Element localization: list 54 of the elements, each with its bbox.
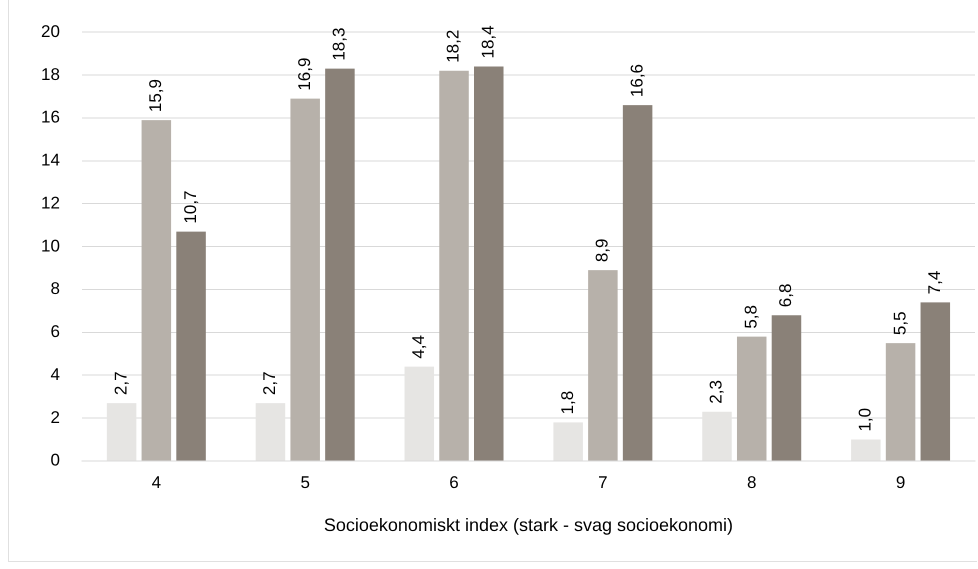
y-tick-label: 16	[40, 108, 60, 127]
data-label: 15,9	[146, 79, 166, 112]
x-tick-label: 8	[746, 472, 756, 492]
data-label: 18,2	[444, 30, 463, 63]
bar	[106, 403, 136, 460]
bar	[736, 336, 766, 460]
y-tick-label: 12	[40, 193, 60, 212]
data-label: 2,3	[706, 380, 726, 404]
data-label: 7,4	[924, 270, 944, 294]
x-tick-label: 6	[449, 472, 459, 492]
bar	[553, 422, 583, 460]
y-tick-label: 14	[40, 150, 60, 170]
bar	[772, 315, 802, 460]
y-tick-label: 10	[40, 236, 60, 256]
bar	[474, 66, 504, 460]
bar	[588, 270, 618, 460]
y-tick-label: 8	[50, 279, 60, 298]
y-tick-label: 20	[40, 22, 60, 41]
x-tick-label: 5	[300, 472, 310, 492]
bar	[851, 440, 881, 460]
bar	[290, 98, 320, 460]
data-label: 18,3	[330, 28, 349, 61]
x-axis-title: Socioekonomiskt index (stark - svag socioekonomi)	[324, 515, 734, 536]
y-tick-label: 2	[50, 408, 60, 427]
bar	[886, 343, 916, 460]
data-label: 1,0	[856, 408, 875, 432]
x-tick-label: 7	[598, 472, 608, 492]
x-tick-label: 4	[152, 472, 162, 492]
data-label: 10,7	[180, 190, 200, 224]
data-label: 2,7	[260, 371, 280, 396]
data-label: 2,7	[111, 371, 130, 396]
bar	[439, 70, 469, 460]
data-label: 18,4	[478, 25, 498, 59]
data-label: 8,9	[592, 238, 612, 262]
data-label: 6,8	[776, 284, 796, 308]
data-label: 4,4	[408, 335, 428, 359]
bar	[622, 105, 652, 460]
bar	[702, 412, 732, 460]
y-tick-label: 0	[50, 450, 60, 470]
data-label: 16,6	[627, 64, 646, 98]
bar	[920, 302, 950, 460]
data-label: 5,5	[890, 311, 910, 336]
data-label: 16,9	[294, 58, 314, 91]
bar	[176, 232, 206, 460]
bar	[256, 403, 286, 460]
bar	[142, 120, 172, 460]
data-label: 5,8	[741, 305, 760, 329]
y-tick-label: 18	[40, 64, 60, 84]
y-tick-label: 4	[50, 364, 60, 384]
y-tick-label: 6	[50, 322, 60, 342]
bar	[325, 68, 355, 460]
data-label: 1,8	[558, 390, 577, 414]
bar	[404, 366, 434, 460]
x-tick-label: 9	[896, 472, 906, 492]
